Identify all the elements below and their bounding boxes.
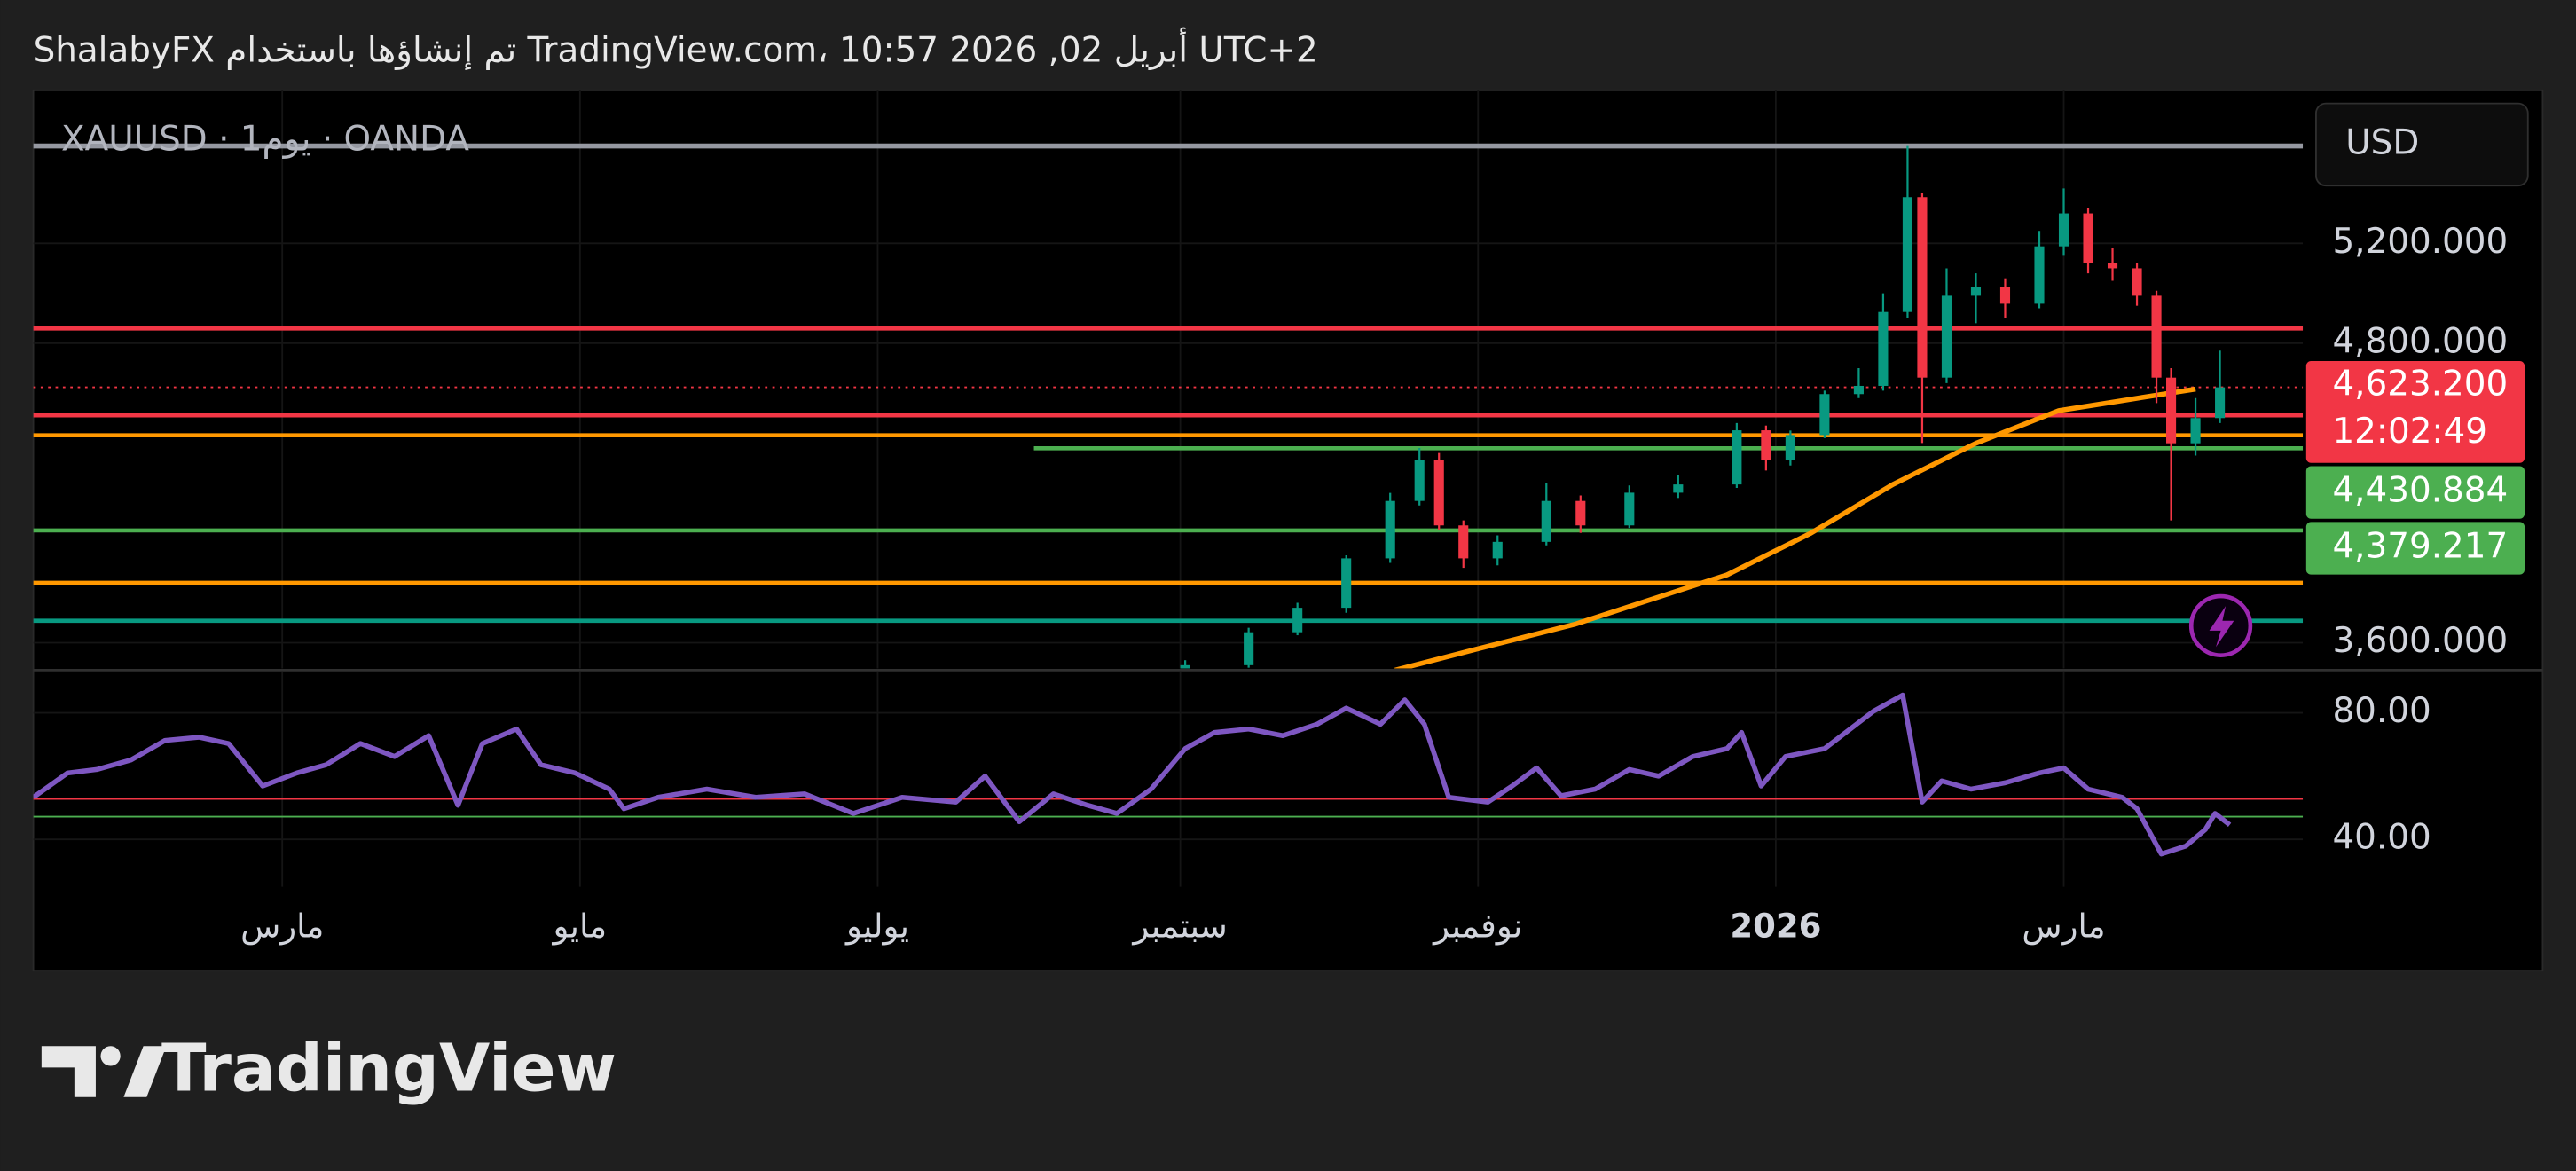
- x-tick-label: سبتمبر: [1131, 908, 1227, 946]
- header-text: ShalabyFX تم إنشاؤها باستخدام TradingVie…: [34, 28, 1318, 71]
- candle-body: [2083, 213, 2093, 263]
- rsi-line: [33, 692, 2232, 857]
- symbol-label: XAUUSD · 1يوم · OANDA: [61, 120, 469, 160]
- logo-part: [100, 1046, 121, 1066]
- candle-body: [2132, 268, 2142, 296]
- candle-body: [1917, 197, 1928, 378]
- candle-body: [1819, 394, 1830, 436]
- currency-box[interactable]: [2315, 102, 2529, 187]
- candle-body: [1458, 525, 1469, 559]
- candle-body: [1732, 430, 1742, 485]
- candle-body: [1941, 295, 1952, 378]
- y-tick-label: 5,200.000: [2332, 222, 2508, 262]
- currency-label[interactable]: USD: [2345, 122, 2419, 162]
- candle-body: [1902, 197, 1912, 312]
- candle-body: [1292, 608, 1303, 633]
- candle-body: [1673, 484, 1684, 493]
- candle-body: [2034, 246, 2045, 304]
- y-tick-label: 4,800.000: [2332, 321, 2508, 361]
- x-tick-label: يوليو: [844, 908, 909, 946]
- rsi-tick-label: 40.00: [2332, 818, 2431, 858]
- candle-body: [1433, 460, 1444, 526]
- candle-body: [1180, 664, 1190, 669]
- logo-part: [123, 1046, 167, 1097]
- price-label-box: [2305, 522, 2525, 575]
- candle-body: [2166, 377, 2177, 444]
- x-tick-label: مارس: [240, 908, 324, 946]
- currency-button[interactable]: USD: [2315, 102, 2529, 187]
- candle-body: [1575, 500, 1586, 526]
- moving-average: [1394, 386, 2196, 669]
- rsi-tick-label: 80.00: [2332, 691, 2431, 731]
- candle-body: [1341, 558, 1352, 609]
- price-pane: [33, 90, 2304, 669]
- brand-logo: TradingView: [41, 1030, 617, 1106]
- candle-body: [1853, 385, 1864, 395]
- price-label-box: [2305, 466, 2525, 519]
- candle-body: [1878, 311, 1889, 386]
- y-tick-label: 3,600.000: [2332, 621, 2508, 661]
- candle-body: [1999, 287, 2011, 304]
- candle-body: [1492, 541, 1503, 559]
- candle-body: [1970, 287, 1982, 296]
- last-price-label: 4,623.200: [2332, 364, 2508, 404]
- logo-part: [41, 1046, 96, 1097]
- candle-body: [1761, 430, 1771, 460]
- candle-body: [1785, 435, 1795, 460]
- axes: مارس مايو يوليو سبتمبر نوفمبر 2026 مارس 3,600.0…: [240, 222, 2525, 946]
- x-tick-label: نوفمبر: [1432, 908, 1522, 946]
- x-tick-label: مايو: [552, 908, 608, 946]
- brand-name: TradingView: [161, 1030, 617, 1106]
- candle-body: [1414, 460, 1425, 501]
- candle-body: [2151, 295, 2162, 378]
- alert-bolt[interactable]: [2209, 606, 2234, 648]
- x-tick-label: مارس: [2022, 908, 2105, 946]
- candle-body: [1624, 492, 1635, 526]
- candle-body: [2058, 213, 2069, 247]
- candle-body: [2215, 387, 2226, 419]
- candle-body: [1244, 632, 1254, 665]
- alert-icon[interactable]: [2188, 593, 2253, 657]
- candle-body: [2190, 418, 2201, 444]
- rsi-pane: [33, 672, 2304, 887]
- price-label: 4,379.217: [2332, 527, 2508, 567]
- x-tick-label: 2026: [1730, 908, 1821, 946]
- last-price-box: [2305, 360, 2525, 463]
- countdown-label: 12:02:49: [2332, 412, 2487, 452]
- candle-body: [2107, 263, 2118, 269]
- candle-body: [1385, 500, 1395, 559]
- candle-body: [1541, 500, 1551, 542]
- price-label: 4,430.884: [2332, 471, 2508, 511]
